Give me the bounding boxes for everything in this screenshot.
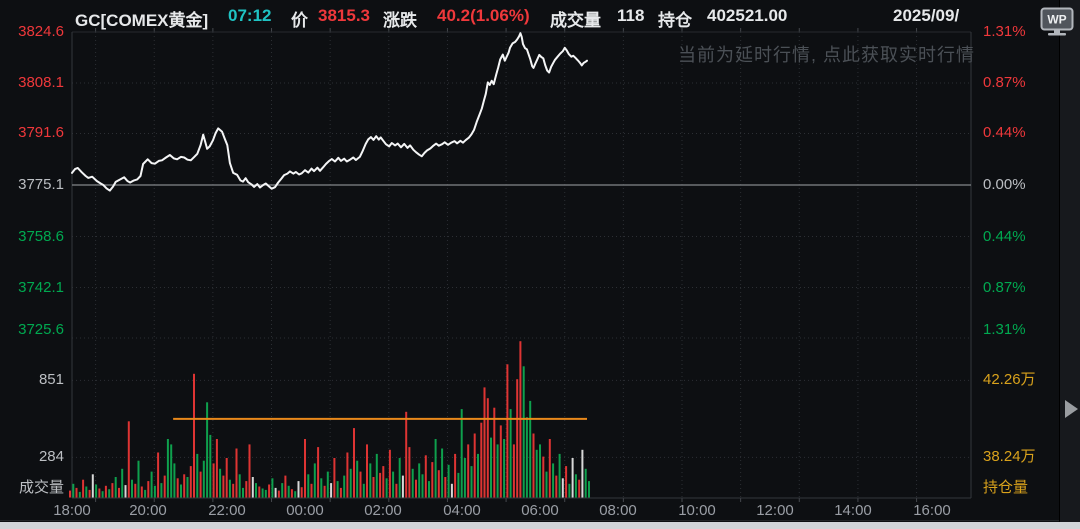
pct-axis-label: 0.87% xyxy=(983,74,1026,91)
price-axis-label: 3808.1 xyxy=(18,74,64,91)
volume-pane-title: 成交量 xyxy=(18,479,64,496)
time-axis-label: 02:00 xyxy=(364,502,402,519)
price-axis-label: 3775.1 xyxy=(18,176,64,193)
time-axis-label: 20:00 xyxy=(129,502,167,519)
pct-axis-label: 0.44% xyxy=(983,228,1026,245)
change-label: 涨跌 xyxy=(383,11,417,30)
time-axis-label: 10:00 xyxy=(678,502,716,519)
time-axis-label: 00:00 xyxy=(286,502,324,519)
volume-axis-label: 851 xyxy=(38,371,64,388)
pct-axis-label: 1.31% xyxy=(983,321,1026,338)
last-price-value: 3815.3 xyxy=(318,6,370,25)
pct-axis-label: 0.44% xyxy=(983,124,1026,141)
time-axis-label: 12:00 xyxy=(756,502,794,519)
price-axis-label: 3824.6 xyxy=(18,23,64,40)
delayed-quote-notice[interactable]: 当前为延时行情, 点此获取实时行情 xyxy=(677,45,975,65)
pct-axis-label: 0.00% xyxy=(983,176,1026,193)
price-label: 价 xyxy=(291,11,308,30)
oi-pane-title: 持仓量 xyxy=(983,479,1029,496)
time-axis-label: 06:00 xyxy=(521,502,559,519)
quote-date: 2025/09/ xyxy=(893,6,960,25)
svg-text:WP: WP xyxy=(1047,13,1066,27)
open-interest-label: 持仓 xyxy=(658,11,692,30)
time-axis-label: 18:00 xyxy=(53,502,91,519)
pct-axis-label: 0.87% xyxy=(983,279,1026,296)
oi-axis-label: 42.26万 xyxy=(983,371,1036,388)
volume-value: 118 xyxy=(617,6,645,25)
price-axis-label: 3791.6 xyxy=(18,124,64,141)
volume-axis-label: 284 xyxy=(38,448,64,465)
price-axis-label: 3758.6 xyxy=(18,228,64,245)
wp-watermark-icon: WP xyxy=(1040,7,1074,36)
grid xyxy=(0,28,1080,521)
time-axis-label: 14:00 xyxy=(834,502,872,519)
change-value: 40.2(1.06%) xyxy=(437,6,530,25)
pct-axis-label: 1.31% xyxy=(983,23,1026,40)
expand-panel-arrow-icon[interactable] xyxy=(1065,400,1078,418)
time-axis-label: 04:00 xyxy=(443,502,481,519)
time-axis-label: 22:00 xyxy=(208,502,246,519)
time-axis-label: 16:00 xyxy=(913,502,951,519)
quote-header: GC[COMEX黄金] 07:12 价 3815.3 涨跌 40.2(1.06%… xyxy=(0,6,1080,30)
quote-time: 07:12 xyxy=(228,6,272,25)
open-interest-value: 402521.00 xyxy=(707,6,788,25)
price-axis-label: 3725.6 xyxy=(18,321,64,338)
volume-label: 成交量 xyxy=(550,11,601,30)
time-axis-label: 08:00 xyxy=(599,502,637,519)
price-line xyxy=(71,32,588,192)
symbol-name: GC[COMEX黄金] xyxy=(75,11,209,30)
right-panel-strip xyxy=(1059,0,1080,522)
price-axis-label: 3742.1 xyxy=(18,279,64,296)
oi-axis-label: 38.24万 xyxy=(983,448,1036,465)
window-bottom-edge xyxy=(0,522,1080,529)
